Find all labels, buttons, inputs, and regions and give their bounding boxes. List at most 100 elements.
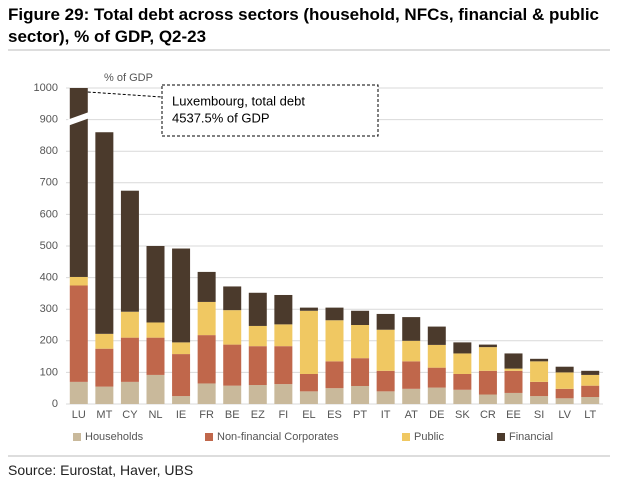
bar-segment [402, 388, 421, 404]
bar-segment [223, 286, 242, 311]
bar-segment [274, 324, 293, 347]
bar-segment [325, 320, 344, 362]
bar-segment [120, 190, 139, 312]
bar-segment [197, 271, 216, 302]
bar-segment [248, 385, 267, 404]
bar-segment [146, 246, 165, 323]
bar-segment [69, 285, 88, 382]
bar-segment [172, 342, 191, 355]
y-tick-label: 400 [40, 272, 58, 284]
bar-segment [197, 301, 216, 336]
bar-segment [197, 383, 216, 404]
bar-segment [427, 326, 446, 345]
chart-title: Figure 29: Total debt across sectors (ho… [8, 5, 600, 46]
bar-segment [530, 361, 549, 382]
bar-segment [172, 354, 191, 397]
bar-segment [376, 313, 395, 330]
overlay: Luxembourg, total debt 4537.5% of GDP [67, 84, 379, 137]
bar-segment [351, 325, 370, 359]
bar-segment [248, 346, 267, 386]
y-tick-label: 0 [52, 398, 58, 410]
y-tick-label: 800 [40, 145, 58, 157]
bar-segment [530, 396, 549, 404]
bar-segment [95, 333, 114, 349]
x-tick-label: LV [558, 409, 571, 421]
y-tick-label: 1000 [34, 82, 58, 94]
x-tick-label: EZ [251, 409, 265, 421]
bar-segment [376, 329, 395, 371]
bar-segment [325, 361, 344, 389]
x-tick-label: LU [72, 409, 86, 421]
legend-swatch [73, 433, 81, 441]
bar-segment [223, 310, 242, 345]
bar-segment [478, 344, 497, 348]
bar-segment [530, 358, 549, 362]
bar-segment [478, 347, 497, 371]
bar-segment [172, 396, 191, 404]
bar-segment [581, 374, 600, 386]
legend-label: Financial [509, 431, 553, 443]
x-tick-label: EL [302, 409, 315, 421]
bar-segment [478, 370, 497, 395]
bars [69, 88, 600, 404]
bar-segment [299, 391, 318, 404]
bar-segment [555, 388, 574, 399]
x-tick-label: PT [353, 409, 367, 421]
x-tick-label: CY [122, 409, 138, 421]
bar-segment [453, 353, 472, 374]
legend-swatch [205, 433, 213, 441]
y-tick-label: 100 [40, 366, 58, 378]
bar-segment [69, 381, 88, 404]
bar-segment [453, 342, 472, 354]
bar-segment [402, 317, 421, 341]
bar-segment [504, 353, 523, 369]
bar-segment [69, 88, 88, 277]
legend-swatch [497, 433, 505, 441]
legend-label: Public [414, 431, 444, 443]
bar-segment [325, 307, 344, 321]
bar-segment [427, 344, 446, 368]
y-tick-label: 900 [40, 114, 58, 126]
bar-segment [274, 346, 293, 385]
x-tick-label: BE [225, 409, 240, 421]
bar-segment [274, 384, 293, 404]
x-tick-label: CR [480, 409, 496, 421]
bar-segment [172, 248, 191, 343]
bar-segment [146, 337, 165, 375]
bar-segment [376, 391, 395, 404]
bar-segment [325, 388, 344, 404]
bar-segment [581, 370, 600, 375]
bar-segment [530, 381, 549, 397]
bar-segment [248, 325, 267, 347]
legend-label: Non-financial Corporates [217, 431, 339, 443]
bar-segment [95, 132, 114, 334]
bar-segment [504, 368, 523, 371]
bar-segment [555, 398, 574, 404]
bar-segment [95, 386, 114, 404]
bar-segment [69, 276, 88, 286]
bar-segment [274, 294, 293, 325]
bar-segment [351, 385, 370, 404]
x-tick-label: DE [429, 409, 444, 421]
y-tick-label: 200 [40, 335, 58, 347]
bar-segment [197, 335, 216, 384]
annotation-text: Luxembourg, total debt [172, 93, 305, 108]
bar-segment [555, 366, 574, 373]
y-tick-label: 300 [40, 303, 58, 315]
x-tick-label: MT [96, 409, 112, 421]
annotation-box [161, 84, 379, 137]
bar-segment [299, 307, 318, 311]
y-tick-label: 700 [40, 177, 58, 189]
bar-segment [427, 387, 446, 404]
bar-segment [504, 370, 523, 393]
bar-segment [248, 292, 267, 326]
bar-segment [555, 372, 574, 389]
bar-segment [504, 392, 523, 404]
bar-segment [351, 358, 370, 386]
bar-segment [223, 344, 242, 386]
x-tick-label: SK [455, 409, 470, 421]
source: Source: Eurostat, Haver, UBS [8, 462, 194, 478]
x-tick-label: SI [534, 409, 544, 421]
